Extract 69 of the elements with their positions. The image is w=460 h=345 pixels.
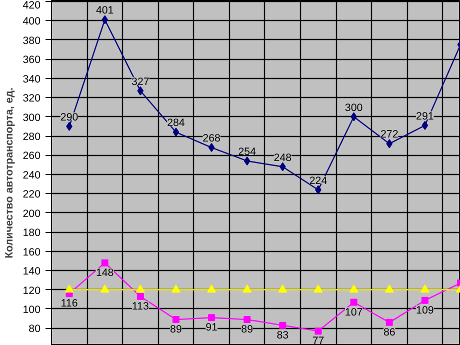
point: [314, 284, 323, 293]
data-label: 107: [344, 306, 363, 318]
data-label: 290: [60, 111, 78, 124]
y-tick-label: 220: [22, 188, 41, 201]
y-tick-label: 320: [22, 92, 41, 105]
point: [172, 128, 180, 137]
point: [422, 120, 428, 130]
data-label: 272: [380, 128, 398, 141]
point: [136, 284, 145, 293]
data-label: 83: [276, 329, 289, 342]
data-label: 77: [312, 335, 324, 345]
y-tick-label: 280: [22, 131, 41, 143]
point: [244, 316, 251, 324]
point: [242, 284, 252, 293]
data-label: 91: [206, 322, 218, 334]
point: [244, 156, 250, 166]
data-label: 254: [238, 146, 256, 158]
y-tick-label: 340: [22, 73, 41, 86]
y-tick-label: 300: [22, 112, 41, 124]
y-tick-label: 380: [22, 34, 41, 47]
point: [100, 284, 110, 293]
y-tick-label: 260: [22, 150, 41, 162]
data-label: 89: [170, 324, 182, 336]
data-label: 113: [132, 300, 149, 312]
data-label: 268: [202, 132, 221, 145]
point: [279, 322, 286, 329]
y-tick-label: 240: [22, 169, 41, 182]
data-label: 109: [416, 304, 434, 316]
point: [137, 86, 144, 96]
y-axis-title: Количество автотранспорта, ед.: [4, 88, 16, 258]
y-tick-label: 200: [22, 208, 41, 220]
point: [64, 284, 74, 293]
y-tick-label: 420: [22, 0, 41, 12]
point: [349, 284, 358, 293]
point: [314, 328, 322, 335]
y-tick-label: 80: [28, 323, 41, 336]
y-tick-label: 120: [22, 284, 41, 297]
data-label: 291: [416, 110, 434, 122]
point: [136, 292, 144, 300]
point: [278, 284, 288, 293]
point: [386, 139, 393, 148]
point: [207, 284, 216, 293]
point: [102, 15, 108, 24]
y-tick-label: 140: [22, 266, 41, 278]
point: [420, 284, 430, 293]
data-label: 401: [96, 4, 114, 17]
y-tick-label: 100: [22, 304, 41, 316]
point: [208, 314, 216, 322]
data-label: 248: [274, 152, 292, 164]
y-tick-label: 400: [22, 16, 41, 28]
data-label: 89: [241, 324, 254, 336]
y-tick-label: 160: [22, 246, 41, 258]
point: [172, 316, 180, 324]
point: [208, 143, 215, 152]
point: [101, 259, 108, 266]
data-label: 86: [383, 326, 396, 338]
point: [171, 284, 180, 293]
data-label: 327: [132, 76, 150, 88]
data-label: 116: [60, 298, 78, 310]
point: [386, 318, 393, 326]
data-label: 224: [309, 174, 328, 187]
point: [384, 284, 394, 293]
y-tick-label: 180: [22, 227, 41, 240]
data-label: 284: [167, 117, 185, 130]
y-tick-label: 360: [22, 54, 41, 66]
data-label: 300: [344, 102, 363, 114]
data-label: 148: [96, 266, 114, 279]
point: [350, 298, 358, 306]
point: [421, 296, 428, 304]
